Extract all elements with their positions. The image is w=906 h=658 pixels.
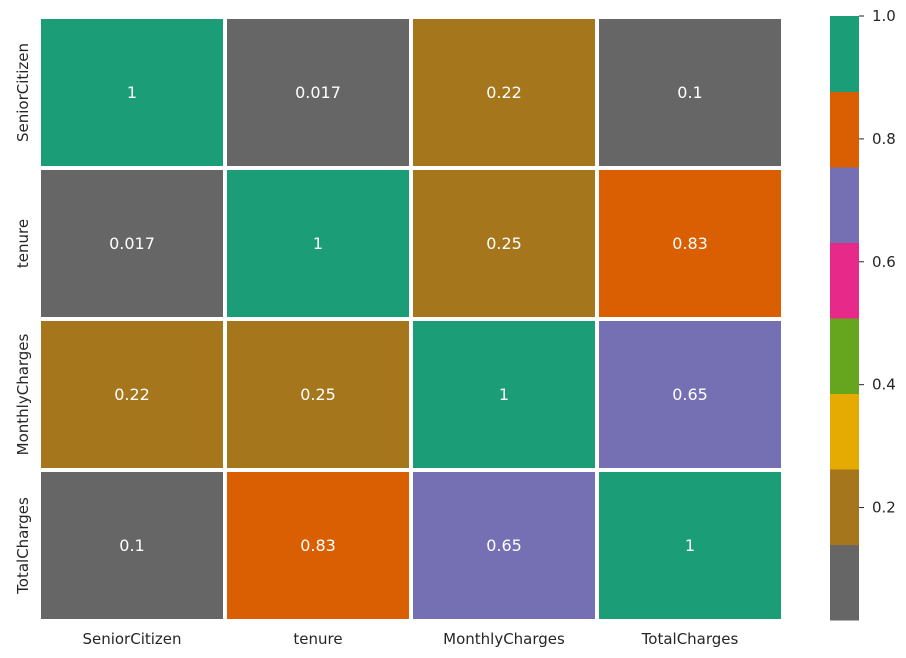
heatmap-cell bbox=[595, 468, 785, 623]
y-tick-label: tenure bbox=[14, 219, 32, 268]
colorbar-segment bbox=[830, 16, 859, 92]
y-tick-label: TotalCharges bbox=[14, 497, 32, 595]
heatmap-cell bbox=[223, 15, 413, 170]
colorbar-tick-label: 0.2 bbox=[872, 499, 896, 517]
cell-value-label: 0.83 bbox=[672, 234, 708, 253]
heatmap-cell bbox=[37, 15, 227, 170]
colorbar-segment bbox=[830, 469, 859, 545]
colorbar-segment bbox=[830, 242, 859, 319]
x-tick-label: SeniorCitizen bbox=[82, 630, 181, 648]
heatmap-cells bbox=[37, 15, 785, 623]
cell-value-label: 0.65 bbox=[486, 536, 522, 555]
colorbar-ticks: 0.2 0.4 0.6 0.8 1.0 bbox=[859, 7, 896, 517]
colorbar-tick-label: 0.6 bbox=[872, 253, 896, 271]
heatmap-cell bbox=[595, 317, 785, 472]
colorbar-segment bbox=[830, 167, 859, 243]
y-axis-tick-labels: SeniorCitizen tenure MonthlyCharges TotalCh… bbox=[14, 43, 32, 595]
cell-value-label: 0.65 bbox=[672, 385, 708, 404]
cell-value-label: 0.1 bbox=[119, 536, 144, 555]
cell-value-label: 0.1 bbox=[677, 83, 702, 102]
colorbar-tick-label: 0.4 bbox=[872, 376, 896, 394]
colorbar-tick-label: 0.8 bbox=[872, 130, 896, 148]
colorbar-segment bbox=[830, 91, 859, 168]
cell-value-label: 0.22 bbox=[114, 385, 150, 404]
y-tick-label: SeniorCitizen bbox=[14, 43, 32, 142]
cell-value-label: 0.22 bbox=[486, 83, 522, 102]
cell-value-label: 0.017 bbox=[109, 234, 155, 253]
x-tick-label: tenure bbox=[293, 630, 342, 648]
x-axis-tick-labels: SeniorCitizen tenure MonthlyCharges TotalCh… bbox=[82, 630, 738, 648]
colorbar bbox=[830, 16, 859, 621]
cell-value-label: 0.017 bbox=[295, 83, 341, 102]
heatmap-cell bbox=[409, 468, 599, 623]
cell-annotations: 1 0.017 0.22 0.1 0.017 1 0.25 0.83 0.22 0.25 1 0.65… bbox=[109, 83, 708, 555]
cell-value-label: 1 bbox=[685, 536, 695, 555]
colorbar-segment bbox=[830, 318, 859, 394]
x-tick-label: MonthlyCharges bbox=[443, 630, 565, 648]
heatmap-cell bbox=[223, 468, 413, 623]
cell-value-label: 0.83 bbox=[300, 536, 336, 555]
colorbar-segment bbox=[830, 544, 859, 621]
x-tick-label: TotalCharges bbox=[641, 630, 739, 648]
heatmap-cell bbox=[223, 317, 413, 472]
colorbar-segment bbox=[830, 393, 859, 470]
cell-value-label: 1 bbox=[313, 234, 323, 253]
colorbar-tick-label: 1.0 bbox=[872, 7, 896, 25]
cell-value-label: 1 bbox=[127, 83, 137, 102]
heatmap-cell bbox=[409, 15, 599, 170]
heatmap-cell bbox=[37, 317, 227, 472]
cell-value-label: 0.25 bbox=[300, 385, 336, 404]
cell-value-label: 0.25 bbox=[486, 234, 522, 253]
heatmap-cell bbox=[595, 166, 785, 321]
heatmap-cell bbox=[37, 468, 227, 623]
cell-value-label: 1 bbox=[499, 385, 509, 404]
y-tick-label: MonthlyCharges bbox=[14, 333, 32, 455]
